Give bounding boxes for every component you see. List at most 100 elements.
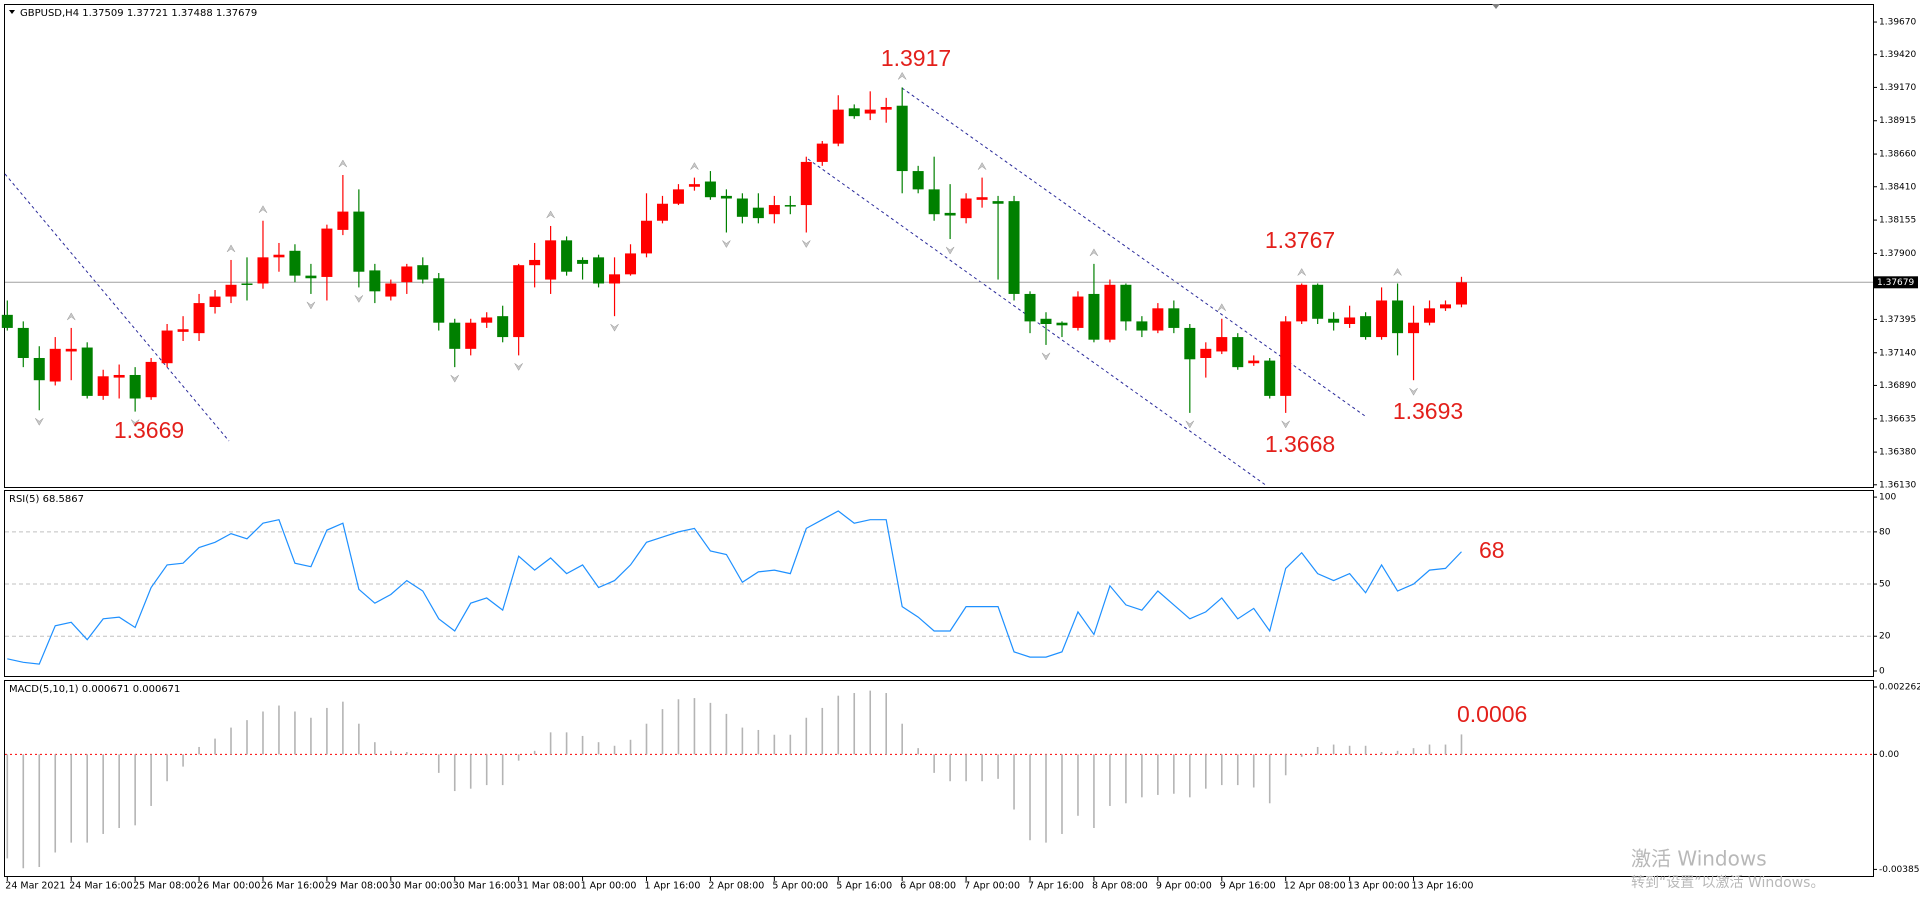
x-tick-label: 1 Apr 16:00 xyxy=(645,881,701,892)
candle-body xyxy=(161,330,173,364)
candle-body xyxy=(864,109,876,114)
candle-body xyxy=(241,283,253,285)
candle-body xyxy=(1024,293,1036,322)
candle-body xyxy=(1408,322,1420,334)
candle-body xyxy=(49,348,61,382)
y-tick-label: 80 xyxy=(1879,527,1891,537)
candle-body xyxy=(752,207,764,219)
x-tick-label: 25 Mar 08:00 xyxy=(133,881,196,892)
y-tick-label: 1.36380 xyxy=(1879,448,1916,458)
fractal-down xyxy=(514,363,523,371)
candle-body xyxy=(305,275,317,279)
candle-body xyxy=(1072,296,1084,328)
candle-body xyxy=(832,109,844,144)
y-tick-label: 100 xyxy=(1879,493,1896,503)
fractal-down xyxy=(450,374,459,383)
candle-body xyxy=(1136,321,1148,331)
candle-body xyxy=(289,250,301,276)
fractal-up xyxy=(690,162,699,170)
candle-body xyxy=(656,203,668,221)
fractal-up xyxy=(977,162,987,170)
candle-body xyxy=(1296,284,1308,322)
candle-body xyxy=(1424,308,1436,323)
x-tick-label: 1 Apr 00:00 xyxy=(581,881,637,892)
fractal-down xyxy=(1409,388,1418,396)
x-tick-label: 2 Apr 08:00 xyxy=(708,881,764,892)
macd-name: MACD(5,10,1) xyxy=(9,684,79,695)
fractal-up xyxy=(226,244,236,253)
price-annotation: 1.3693 xyxy=(1393,398,1463,424)
fractal-up xyxy=(1297,267,1306,276)
candle-body xyxy=(704,181,716,198)
candle-body xyxy=(1216,337,1228,352)
candle-body xyxy=(129,374,141,399)
fractal-down xyxy=(610,323,619,332)
candle-body xyxy=(992,201,1004,204)
candle-body xyxy=(497,316,509,338)
indicator-annotation: 0.0006 xyxy=(1457,701,1527,727)
macd-signal: 0.000671 xyxy=(133,684,181,695)
rsi-title: RSI(5) 68.5867 xyxy=(9,494,84,505)
candle-body xyxy=(433,278,445,323)
y-tick-label: 1.38915 xyxy=(1879,116,1916,126)
candle-body xyxy=(609,274,621,284)
candle-body xyxy=(912,171,924,190)
fractal-down xyxy=(35,418,44,426)
candle-body xyxy=(848,108,860,117)
y-tick-label: 20 xyxy=(1879,632,1891,642)
candle-body xyxy=(1232,337,1244,368)
candle-body xyxy=(1056,322,1068,326)
candle-body xyxy=(321,228,333,277)
fractal-up xyxy=(67,312,76,321)
candle-body xyxy=(944,212,956,216)
x-tick-label: 26 Mar 16:00 xyxy=(261,881,324,892)
candle-body xyxy=(880,107,892,110)
candle-body xyxy=(1120,284,1132,322)
candle-body xyxy=(529,259,541,266)
indicator-annotation: 68 xyxy=(1479,537,1505,563)
candle-body xyxy=(688,184,700,187)
price-tag xyxy=(1874,276,1918,289)
candle-body xyxy=(385,283,397,297)
candle-body xyxy=(33,357,45,381)
candle-body xyxy=(1008,201,1020,294)
watermark-subtitle: 转到“设置”以激活 Windows。 xyxy=(1631,874,1824,891)
candle-body xyxy=(465,322,477,349)
candle-body xyxy=(641,220,652,254)
fractal-down xyxy=(722,240,731,249)
y-tick-label: 1.36890 xyxy=(1879,381,1916,391)
candle-body xyxy=(113,374,125,378)
candle-body xyxy=(928,189,940,215)
y-tick-label: 0.002262 xyxy=(1879,683,1920,693)
candle-body xyxy=(545,240,557,280)
candle-body xyxy=(976,197,988,200)
candle-body xyxy=(896,105,908,172)
last-low: 1.37488 xyxy=(171,8,212,19)
candle-body xyxy=(1,314,13,328)
fractal-up xyxy=(1393,267,1402,276)
x-tick-label: 9 Apr 00:00 xyxy=(1156,881,1212,892)
x-tick-label: 9 Apr 16:00 xyxy=(1220,881,1276,892)
x-tick-label: 24 Mar 16:00 xyxy=(69,881,132,892)
x-tick-label: 30 Mar 16:00 xyxy=(453,881,516,892)
fractal-up xyxy=(338,159,348,168)
candle-body xyxy=(337,211,349,230)
candle-body xyxy=(513,265,525,338)
y-tick-label: 1.37395 xyxy=(1879,315,1916,325)
candle-body xyxy=(1088,293,1100,340)
candle-body xyxy=(65,348,77,352)
candle-body xyxy=(17,327,29,358)
fractal-up xyxy=(1089,248,1099,257)
candle-body xyxy=(816,143,828,162)
macd-panel-frame xyxy=(4,680,1874,877)
trend-line xyxy=(4,173,230,442)
symbol: GBPUSD,H4 xyxy=(20,8,79,19)
candle-body xyxy=(1264,360,1276,396)
candle-body xyxy=(1455,282,1467,305)
x-tick-label: 31 Mar 08:00 xyxy=(517,881,580,892)
rsi-panel-frame xyxy=(4,490,1874,677)
candle-body xyxy=(1200,348,1212,358)
